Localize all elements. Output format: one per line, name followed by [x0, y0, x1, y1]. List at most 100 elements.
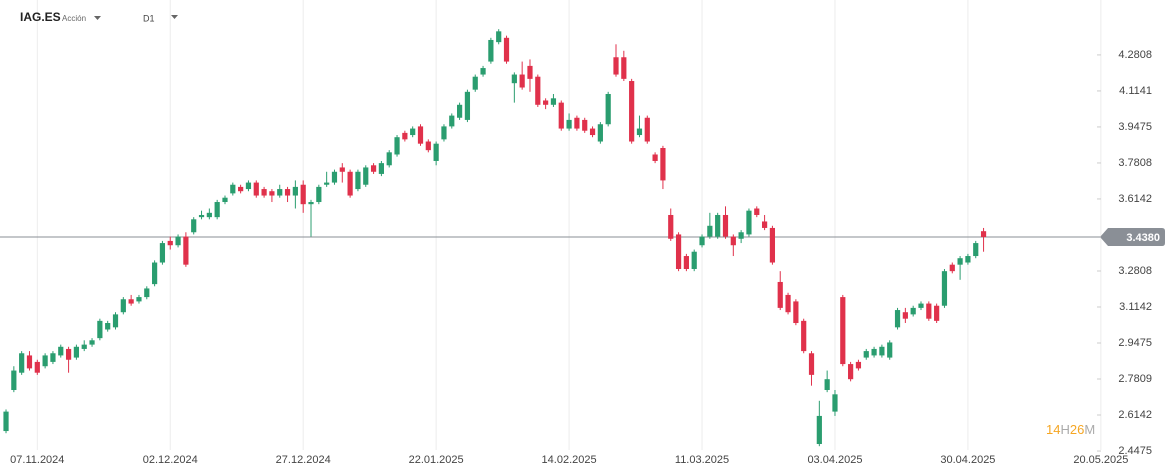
candle-body: [277, 189, 283, 196]
candle-body: [316, 186, 322, 203]
candle-body: [441, 126, 447, 140]
candle-body: [19, 353, 25, 373]
x-tick-label: 14.02.2025: [542, 454, 597, 466]
timeframe-dropdown[interactable]: [171, 15, 178, 19]
candle-body: [527, 65, 533, 79]
candle-body: [503, 37, 510, 62]
candle-body: [324, 182, 330, 185]
candle-body: [378, 163, 384, 174]
candle-body: [222, 197, 228, 203]
candle-body: [824, 379, 830, 390]
candle-body: [848, 364, 854, 380]
candle-body: [605, 93, 611, 125]
candle-body: [167, 240, 173, 246]
candle-body: [652, 154, 658, 161]
candle-body: [793, 301, 799, 324]
candle-body: [73, 346, 80, 358]
candle-body: [910, 307, 916, 315]
candle-body: [488, 39, 494, 62]
candle-body: [331, 171, 338, 183]
candle-body: [410, 128, 416, 136]
candle-body: [42, 355, 48, 367]
candle-body: [11, 370, 17, 390]
candle-body: [112, 314, 119, 328]
candle-body: [566, 119, 572, 129]
y-tick-label: 3.6142: [1118, 193, 1152, 205]
candle-body: [582, 119, 588, 131]
candle-body: [589, 128, 596, 136]
candle-body: [934, 305, 940, 321]
candle-body: [496, 31, 502, 43]
candle-body: [785, 294, 791, 313]
candle-body: [902, 312, 908, 319]
candle-body: [183, 236, 189, 265]
candle-body: [715, 214, 721, 237]
timeframe[interactable]: D1: [143, 13, 155, 23]
countdown-hours-unit: H: [1060, 422, 1069, 437]
countdown-minutes: 26: [1070, 422, 1084, 437]
candle-body: [871, 348, 877, 356]
candle-body: [558, 102, 564, 129]
candle-body: [926, 303, 932, 319]
symbol[interactable]: IAG.ES: [20, 10, 61, 24]
x-tick-label: 22.01.2025: [409, 454, 464, 466]
candle-body: [159, 243, 166, 263]
candle-body: [105, 323, 111, 330]
candle-body: [675, 234, 682, 269]
candle-body: [480, 68, 486, 75]
candle-body: [636, 128, 643, 136]
last-price-label: 3.4380: [1126, 232, 1160, 244]
candle-body: [894, 310, 901, 328]
candles-layer: [3, 29, 987, 447]
candle-body: [738, 232, 744, 239]
candle-body: [777, 281, 783, 308]
candle-body: [449, 115, 455, 127]
candle-body: [808, 353, 815, 375]
candle-body: [191, 219, 197, 233]
candle-body: [472, 76, 478, 90]
candle-body: [816, 415, 822, 445]
candle-body: [769, 227, 776, 263]
candle-body: [629, 81, 635, 142]
candle-body: [128, 299, 134, 304]
candle-body: [269, 191, 275, 196]
candle-body: [300, 184, 306, 205]
y-tick-label: 3.1142: [1119, 301, 1152, 313]
candle-body: [879, 346, 885, 356]
candle-body: [363, 167, 369, 185]
candle-body: [120, 299, 126, 313]
x-tick-label: 27.12.2024: [276, 454, 331, 466]
candle-body: [644, 117, 650, 142]
candle-body: [175, 236, 181, 246]
candle-body: [863, 351, 869, 358]
candle-body: [918, 303, 924, 308]
y-tick-label: 3.2808: [1118, 265, 1152, 277]
candle-body: [691, 251, 697, 269]
candle-body: [957, 258, 963, 265]
candle-body: [535, 76, 541, 105]
candle-body: [543, 100, 549, 105]
candle-body: [308, 202, 314, 205]
countdown: 14H26M: [1046, 422, 1095, 437]
candle-body: [519, 74, 525, 88]
candle-body: [370, 165, 377, 172]
candle-body: [597, 124, 603, 142]
last-price-tag: [1100, 228, 1165, 247]
y-tick-label: 2.7809: [1118, 373, 1152, 385]
x-tick-label: 30.04.2025: [940, 454, 995, 466]
countdown-hours: 14: [1046, 422, 1060, 437]
candle-body: [89, 340, 95, 345]
candle-body: [840, 297, 846, 365]
candle-body: [801, 320, 807, 352]
candle-body: [464, 91, 471, 120]
candle-body: [754, 208, 760, 215]
candle-body: [347, 171, 353, 196]
candle-body: [707, 225, 713, 237]
symbol-dropdown[interactable]: [94, 16, 101, 20]
candle-body: [941, 271, 948, 306]
candle-body: [887, 342, 893, 358]
candle-body: [198, 214, 205, 218]
x-tick-label: 03.04.2025: [807, 454, 862, 466]
candle-body: [730, 236, 736, 246]
